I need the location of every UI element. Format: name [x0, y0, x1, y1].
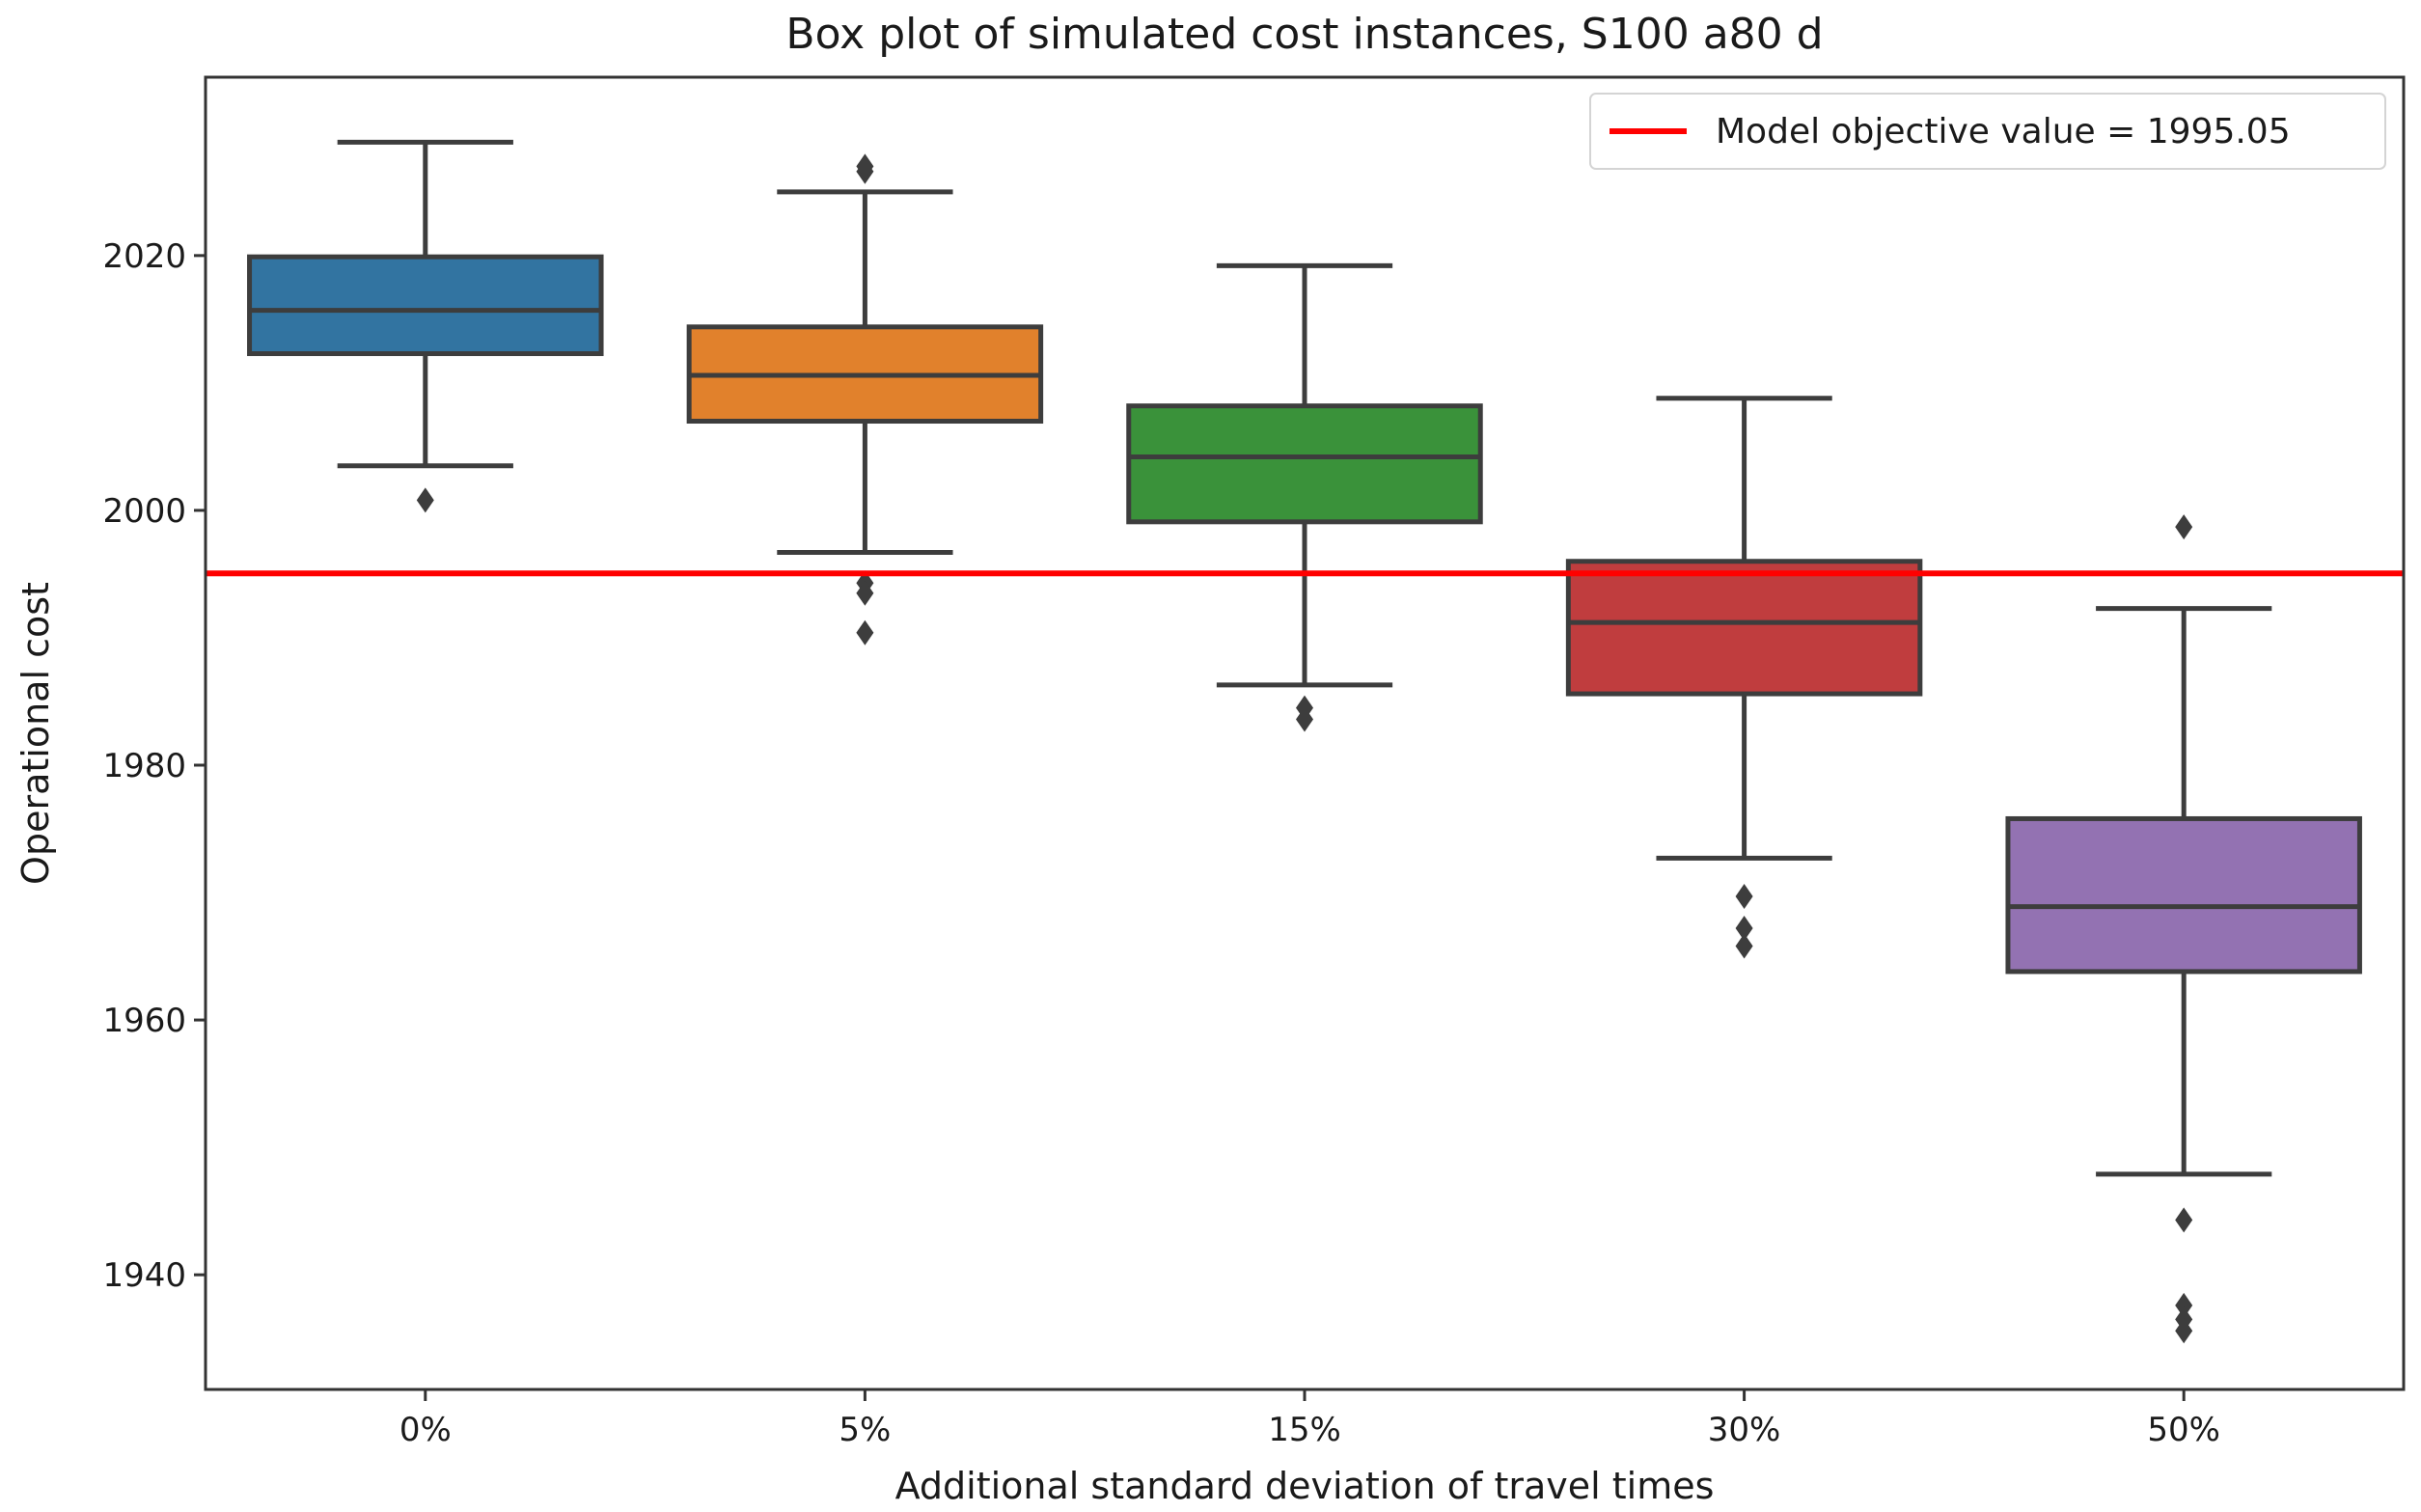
- box-0pct: [247, 139, 604, 513]
- y-axis-ticks: 1940 1960 1980 2000 2020: [102, 237, 206, 1295]
- box-15pct: [1126, 262, 1483, 732]
- y-axis-label: Operational cost: [14, 582, 57, 885]
- outlier-point: [856, 153, 874, 179]
- x-axis-ticks: 0% 5% 15% 30% 50%: [399, 1389, 2220, 1449]
- chart-title: Box plot of simulated cost instances, S1…: [785, 10, 1823, 59]
- box-iqr: [1565, 559, 1923, 697]
- outlier-point: [2175, 1292, 2193, 1318]
- y-tick-label: 1980: [102, 747, 186, 785]
- x-axis-label: Additional standard deviation of travel …: [895, 1465, 1715, 1507]
- legend-box: [1589, 93, 2386, 170]
- x-tick-label: 0%: [399, 1411, 452, 1449]
- legend-label: Model objective value = 1995.05: [1716, 112, 2291, 151]
- y-tick-label: 2020: [102, 237, 186, 276]
- box-30pct: [1565, 396, 1923, 959]
- legend: Model objective value = 1995.05: [1589, 93, 2386, 170]
- outlier-point: [416, 487, 434, 513]
- outlier-point: [1735, 933, 1753, 959]
- outlier-point: [1735, 884, 1753, 910]
- x-tick-label: 30%: [1708, 1411, 1781, 1449]
- outlier-point: [2175, 514, 2193, 540]
- y-tick-label: 1940: [102, 1256, 186, 1295]
- x-tick-label: 50%: [2147, 1411, 2220, 1449]
- box-50pct: [2005, 514, 2362, 1344]
- x-tick-label: 5%: [839, 1411, 891, 1449]
- box-iqr: [247, 254, 604, 357]
- outlier-point: [856, 580, 874, 606]
- box-5pct: [686, 153, 1044, 646]
- outlier-point: [1735, 916, 1753, 942]
- outlier-point: [2175, 1318, 2193, 1344]
- y-tick-label: 2000: [102, 492, 186, 531]
- plot-area: [206, 139, 2404, 1344]
- box-iqr: [2005, 815, 2362, 975]
- outlier-point: [1296, 706, 1313, 732]
- outlier-point: [856, 619, 874, 646]
- y-tick-label: 1960: [102, 1002, 186, 1040]
- box-iqr: [1126, 403, 1483, 525]
- outlier-point: [2175, 1207, 2193, 1233]
- x-tick-label: 15%: [1268, 1411, 1341, 1449]
